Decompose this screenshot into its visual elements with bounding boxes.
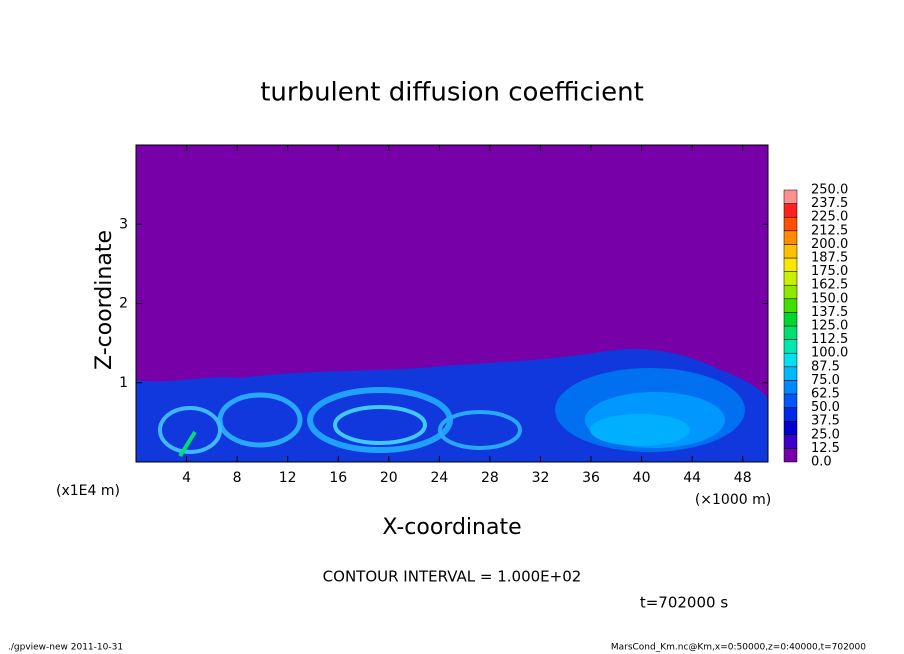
colorbar-box [783,407,798,422]
colorbar-box [783,352,798,368]
colorbar-label: 212.5 [811,223,848,238]
y-unit: (x1E4 m) [56,483,120,499]
y-axis-label: Z-coordinate [92,230,117,370]
x-tick-label: 12 [279,470,297,486]
colorbar-label: 112.5 [811,332,848,347]
time-label: t=702000 s [640,594,728,612]
colorbar-box [783,325,798,340]
colorbar-box [783,393,798,408]
colorbar-box [783,203,798,218]
field-region [333,405,427,445]
colorbar-label: 75.0 [811,373,840,388]
x-axis-label: X-coordinate [382,515,521,540]
colorbar-box [783,434,798,449]
colorbar-box [783,312,798,327]
colorbar-label: 162.5 [811,278,848,293]
field-region [178,430,197,458]
colorbar-label: 50.0 [811,400,840,415]
colorbar-label: 25.0 [811,427,840,442]
contour-interval: CONTOUR INTERVAL = 1.000E+02 [323,568,582,586]
colorbar-box [783,366,798,381]
colorbar-label: 0.0 [811,455,832,470]
x-tick-label: 8 [233,470,242,486]
x-tick-label: 32 [532,470,550,486]
colorbar-label: 62.5 [811,387,840,402]
x-tick-label: 44 [683,470,701,486]
colorbar-label: 37.5 [811,414,840,429]
colorbar-box [783,271,798,286]
colorbar-label: 200.0 [811,237,848,252]
y-tick-label: 1 [119,375,128,391]
colorbar-box [783,230,798,245]
x-tick-label: 36 [582,470,600,486]
colorbar-box [783,189,798,204]
colorbar-box [783,284,798,300]
y-tick-label: 3 [119,216,128,232]
chart-title: turbulent diffusion coefficient [260,78,644,108]
footer-left: ./gpview-new 2011-10-31 [8,643,123,653]
x-tick-label: 24 [430,470,448,486]
colorbar-label: 187.5 [811,251,848,266]
colorbar-box [783,298,798,313]
colorbar-box [783,420,798,436]
field-region [158,406,222,454]
colorbar-box [783,380,798,395]
x-tick-label: 16 [329,470,347,486]
x-tick-label: 28 [481,470,499,486]
colorbar-label: 12.5 [811,441,840,456]
colorbar-label: 125.0 [811,319,848,334]
x-tick-label: 40 [633,470,651,486]
colorbar-label: 100.0 [811,346,848,361]
colorbar-label: 237.5 [811,196,848,211]
field-region [438,410,522,450]
colorbar-box [783,448,798,463]
colorbar-label: 150.0 [811,291,848,306]
colorbar-label: 250.0 [811,183,848,198]
colorbar-box [783,216,798,232]
field-region [590,414,690,446]
x-unit: (×1000 m) [695,492,771,508]
colorbar-box [783,339,798,354]
field-region [217,392,303,448]
colorbar-label: 87.5 [811,359,840,374]
colorbar-label: 137.5 [811,305,848,320]
x-tick-label: 48 [734,470,752,486]
colorbar-box [783,244,798,259]
colorbar-box [783,257,798,272]
x-tick-label: 20 [380,470,398,486]
footer-right: MarsCond_Km.nc@Km,x=0:50000,z=0:40000,t=… [611,643,866,653]
colorbar-label: 225.0 [811,210,848,225]
y-tick-label: 2 [119,296,128,312]
field [136,349,768,462]
x-tick-label: 4 [182,470,191,486]
colorbar-label: 175.0 [811,264,848,279]
